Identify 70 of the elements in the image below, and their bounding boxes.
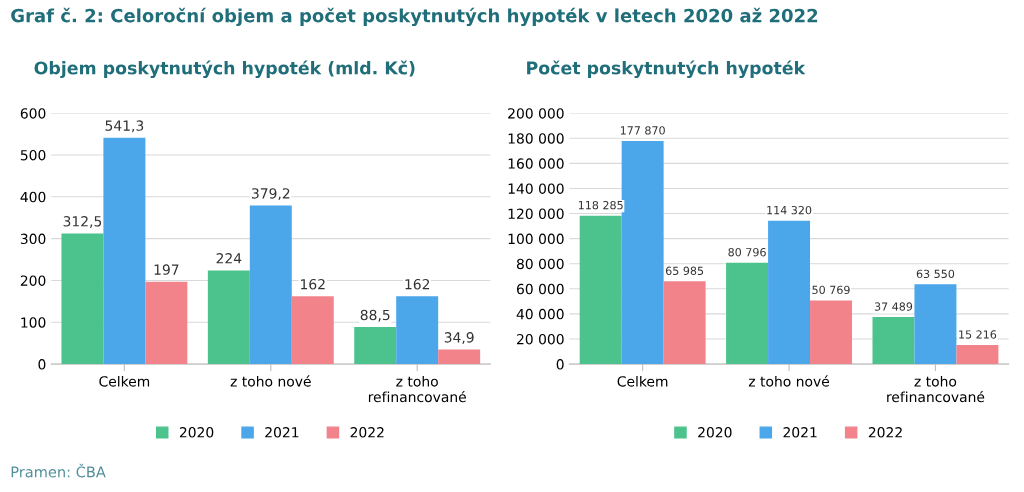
bar xyxy=(249,205,292,365)
data-label: 114 320 xyxy=(767,205,812,215)
bar xyxy=(354,327,397,365)
data-label: 379,2 xyxy=(251,188,290,201)
data-label: 37 489 xyxy=(874,302,913,311)
y-tick-label: 80 000 xyxy=(516,258,564,270)
data-label: 118 285 xyxy=(578,200,623,210)
y-tick-label: 400 xyxy=(20,191,46,203)
bar xyxy=(726,262,769,365)
chart-title: Počet poskytnutých hypoték xyxy=(527,60,806,79)
legend-label: 2022 xyxy=(350,427,384,438)
legend-label: 2021 xyxy=(265,427,299,438)
y-tick-label: 100 000 xyxy=(508,233,564,245)
bar xyxy=(914,284,957,365)
bar xyxy=(663,281,706,365)
x-tick-label: Celkem xyxy=(617,375,668,387)
bar xyxy=(61,233,104,365)
y-tick-label: 300 xyxy=(20,233,46,245)
bar xyxy=(103,137,146,365)
x-tick-label: z toho nové xyxy=(230,375,311,387)
data-label: 50 769 xyxy=(812,285,850,295)
data-label: 15 216 xyxy=(959,330,997,339)
y-tick-label: 160 000 xyxy=(508,158,564,169)
bar xyxy=(145,281,188,365)
x-tick-label: Celkem xyxy=(99,375,150,387)
y-tick-label: 40 000 xyxy=(516,308,564,320)
chart-subtitle: Objem poskytnutých hypoték (mld. Kč) xyxy=(34,60,415,79)
data-label: 65 985 xyxy=(665,266,704,275)
bar xyxy=(579,215,622,365)
bar xyxy=(438,349,481,365)
data-label: 541,3 xyxy=(105,120,144,133)
bar xyxy=(396,296,439,365)
y-tick-label: 600 xyxy=(20,108,46,119)
data-label: 224 xyxy=(216,253,242,264)
data-label: 197 xyxy=(154,264,179,275)
bar xyxy=(956,344,999,365)
legend-label: 2022 xyxy=(868,427,902,438)
x-tick-label: z toho nové xyxy=(748,375,830,387)
data-label: 80 796 xyxy=(728,247,766,257)
y-tick-label: 100 xyxy=(21,317,46,328)
y-tick-label: 20 000 xyxy=(517,333,564,345)
text: Pramen: ČBA xyxy=(11,463,106,478)
data-label: 177 870 xyxy=(620,126,665,135)
data-label: 88,5 xyxy=(360,309,390,322)
legend-label: 2021 xyxy=(783,427,817,438)
bar xyxy=(621,140,664,365)
x-tick-label: z toho refinancované xyxy=(887,375,985,403)
y-tick-label: 500 xyxy=(20,149,46,161)
y-tick-label: 180 000 xyxy=(508,133,564,144)
legend-label: 2020 xyxy=(698,427,732,438)
y-tick-label: 140 000 xyxy=(508,183,564,194)
legend-label: 2020 xyxy=(179,427,214,438)
data-label: 63 550 xyxy=(916,269,955,279)
y-tick-label: 200 000 xyxy=(508,108,564,119)
data-label: 162 xyxy=(301,278,325,290)
y-tick-label: 0 xyxy=(38,359,46,370)
bar xyxy=(207,270,250,365)
data-label: 34,9 xyxy=(444,332,474,345)
bar xyxy=(291,296,334,365)
bar xyxy=(810,300,852,365)
y-tick-label: 0 xyxy=(556,359,564,370)
y-tick-label: 200 xyxy=(20,275,46,286)
x-tick-label: z toho refinancované xyxy=(368,375,466,403)
chart-title: Graf č. 2: Celoroční objem a počet poskytnutých hypoték v letech 2020 až 2022 xyxy=(11,7,818,27)
data-label: 312,5 xyxy=(63,216,102,228)
data-label: 162 xyxy=(405,278,430,290)
bar xyxy=(872,317,915,365)
y-tick-label: 60 000 xyxy=(516,283,564,295)
y-tick-label: 120 000 xyxy=(508,208,564,219)
bar xyxy=(768,220,811,365)
